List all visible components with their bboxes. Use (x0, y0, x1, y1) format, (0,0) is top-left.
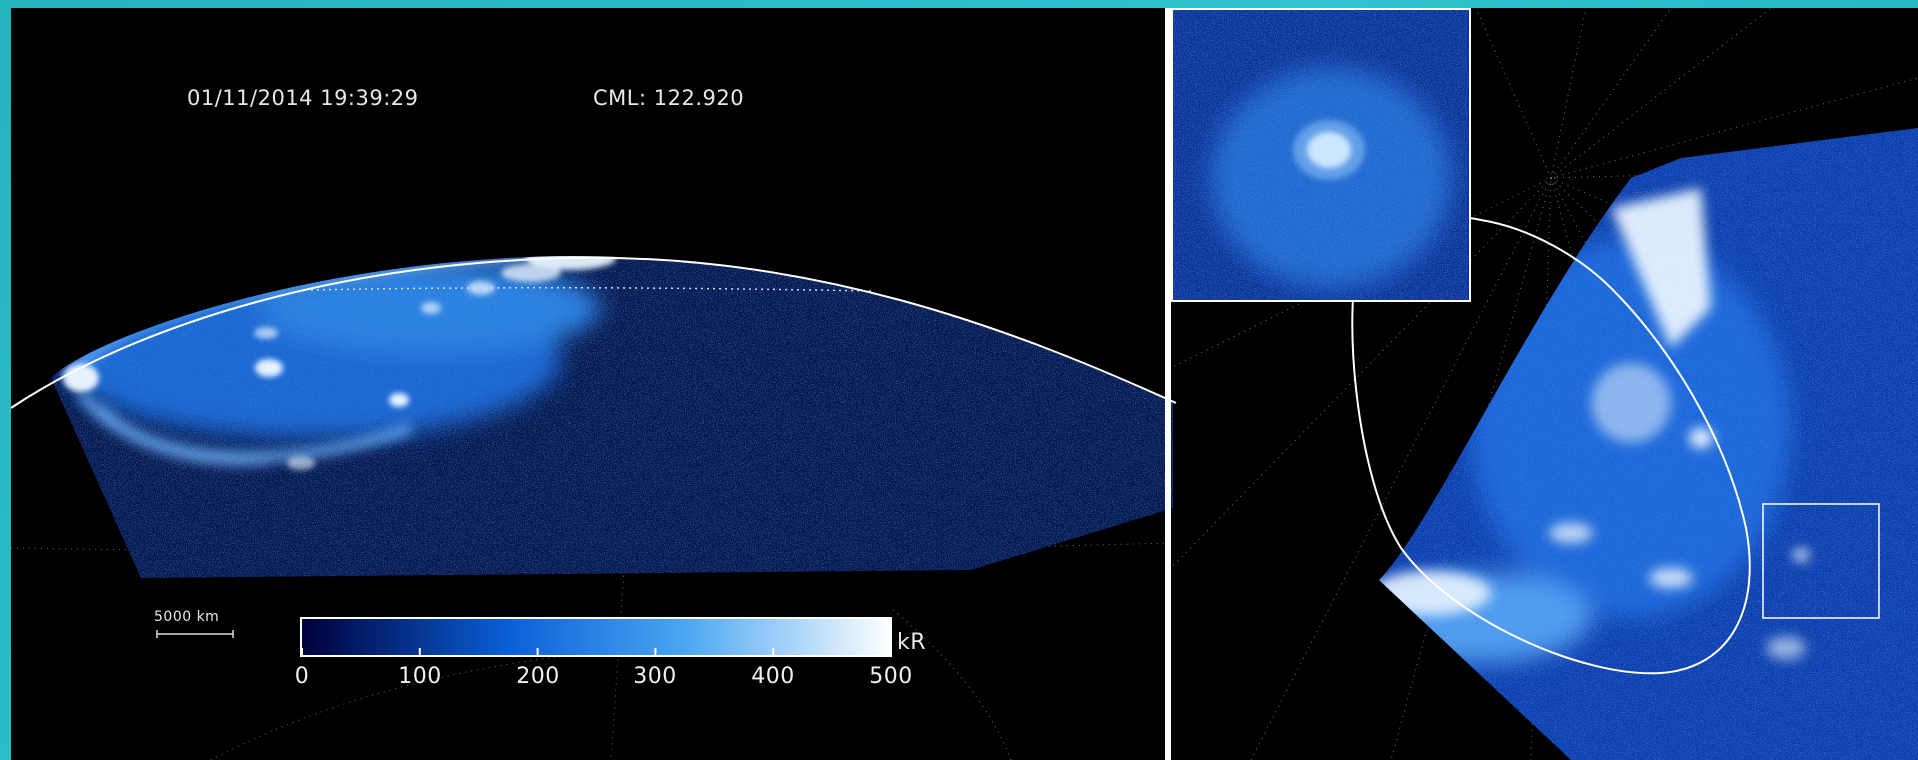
aurora-image (11, 8, 1918, 760)
aurora-disk (51, 256, 1173, 578)
left-panel (11, 256, 1177, 760)
scale-bar (156, 630, 234, 638)
zoom-box (1762, 503, 1880, 619)
panel-divider (1165, 8, 1171, 760)
colorbar-tick: 300 (633, 664, 677, 689)
cml-label: CML: 122.920 (593, 86, 745, 110)
scale-bar-label: 5000 km (154, 609, 220, 625)
colorbar (300, 617, 892, 657)
aurora-figure: 01/11/2014 19:39:29 CML: 122.920 5000 km… (11, 8, 1918, 760)
colorbar-tick: 0 (294, 664, 310, 689)
colorbar-tick: 200 (516, 664, 560, 689)
inset-zoom (1171, 8, 1471, 302)
colorbar-tick: 500 (869, 664, 913, 689)
colorbar-tick: 100 (398, 664, 442, 689)
colorbar-unit-label: kR (897, 630, 927, 655)
timestamp-label: 01/11/2014 19:39:29 (187, 86, 419, 110)
right-panel (1170, 8, 1918, 760)
colorbar-tick: 400 (751, 664, 795, 689)
limb-outline (11, 256, 1177, 409)
aurora-wedge (1379, 128, 1918, 760)
